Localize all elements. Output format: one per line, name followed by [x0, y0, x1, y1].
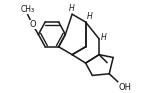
Text: H: H	[69, 4, 75, 13]
Text: H: H	[100, 33, 106, 42]
Text: H: H	[87, 12, 93, 21]
Text: CH₃: CH₃	[21, 5, 35, 14]
Text: O: O	[29, 20, 36, 29]
Text: OH: OH	[119, 83, 132, 92]
